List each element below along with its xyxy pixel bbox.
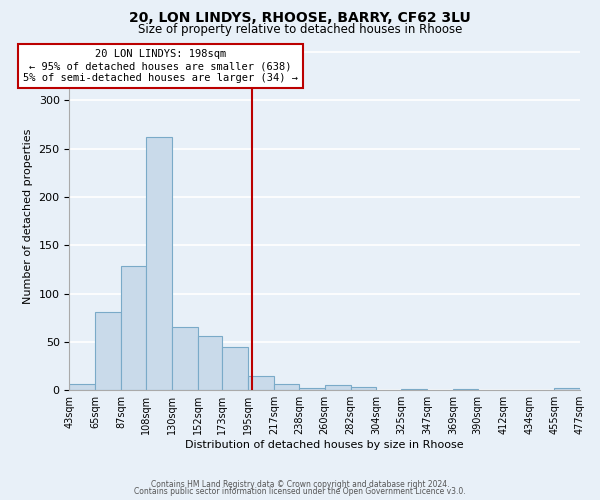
Y-axis label: Number of detached properties: Number of detached properties [23, 128, 33, 304]
Bar [453, 389, 478, 390]
Text: Contains HM Land Registry data © Crown copyright and database right 2024.: Contains HM Land Registry data © Crown c… [151, 480, 449, 489]
Bar [95, 312, 121, 390]
Text: Contains public sector information licensed under the Open Government Licence v3: Contains public sector information licen… [134, 487, 466, 496]
Bar [223, 346, 248, 390]
Text: Size of property relative to detached houses in Rhoose: Size of property relative to detached ho… [138, 22, 462, 36]
Bar [121, 266, 146, 390]
Text: 20, LON LINDYS, RHOOSE, BARRY, CF62 3LU: 20, LON LINDYS, RHOOSE, BARRY, CF62 3LU [129, 11, 471, 25]
Bar [325, 386, 350, 390]
Bar [274, 384, 299, 390]
Bar [197, 336, 223, 390]
Bar [70, 384, 95, 390]
Bar [350, 388, 376, 390]
Bar [401, 389, 427, 390]
Text: 20 LON LINDYS: 198sqm
← 95% of detached houses are smaller (638)
5% of semi-deta: 20 LON LINDYS: 198sqm ← 95% of detached … [23, 50, 298, 82]
Bar [146, 137, 172, 390]
Bar [248, 376, 274, 390]
Bar [172, 328, 197, 390]
X-axis label: Distribution of detached houses by size in Rhoose: Distribution of detached houses by size … [185, 440, 464, 450]
Bar [554, 388, 580, 390]
Bar [299, 388, 325, 390]
